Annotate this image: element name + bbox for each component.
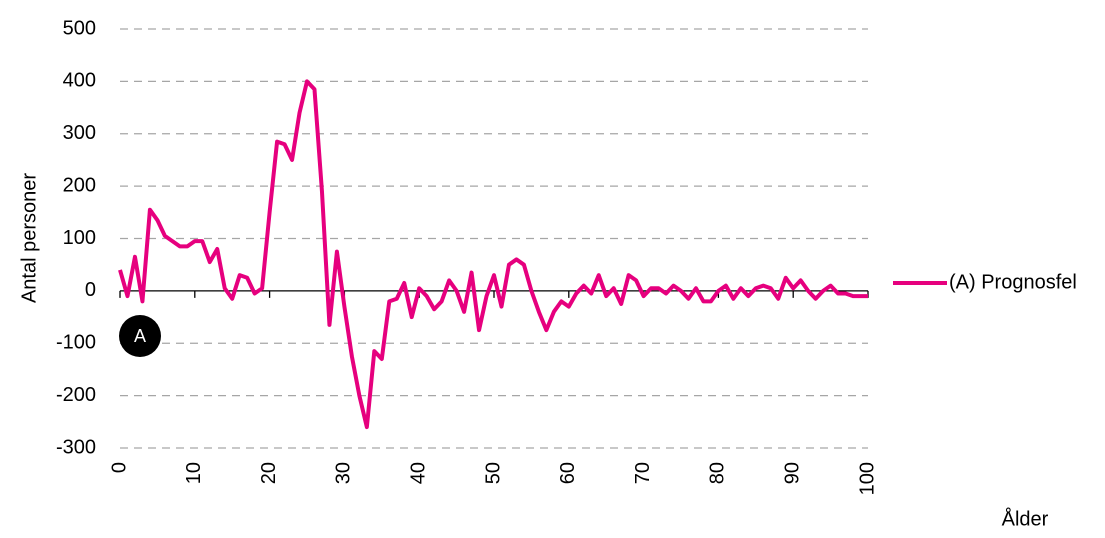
x-tick-label: 60 <box>557 462 579 484</box>
x-tick-label: 50 <box>482 462 504 484</box>
y-axis-label: Antal personer <box>18 173 40 303</box>
line-series <box>118 79 868 430</box>
y-tick-label: 500 <box>63 17 96 39</box>
annotation-badge <box>119 315 161 357</box>
x-tick-label: 30 <box>333 462 355 484</box>
x-tick-label: 70 <box>632 462 654 484</box>
y-tick-label: -100 <box>56 332 96 354</box>
y-tick-label: 400 <box>63 70 96 92</box>
x-tick-label: 100 <box>856 462 878 495</box>
y-tick-label: 100 <box>63 227 96 249</box>
annotation-label: A <box>134 326 146 346</box>
x-tick-label: 80 <box>707 462 729 484</box>
x-axis-label: Ålder <box>1002 507 1049 530</box>
y-tick-label: 300 <box>63 122 96 144</box>
x-tick-label: 90 <box>781 462 803 484</box>
y-tick-label: -300 <box>56 436 96 458</box>
y-tick-label: 0 <box>85 279 96 301</box>
y-tick-label: -200 <box>56 384 96 406</box>
x-tick-label: 10 <box>183 462 205 484</box>
y-tick-label: 200 <box>63 174 96 196</box>
legend-label: (A) Prognosfel <box>949 271 1077 293</box>
x-tick-label: 40 <box>407 462 429 484</box>
x-tick-label: 20 <box>258 462 280 484</box>
x-tick-label: 0 <box>108 462 130 473</box>
